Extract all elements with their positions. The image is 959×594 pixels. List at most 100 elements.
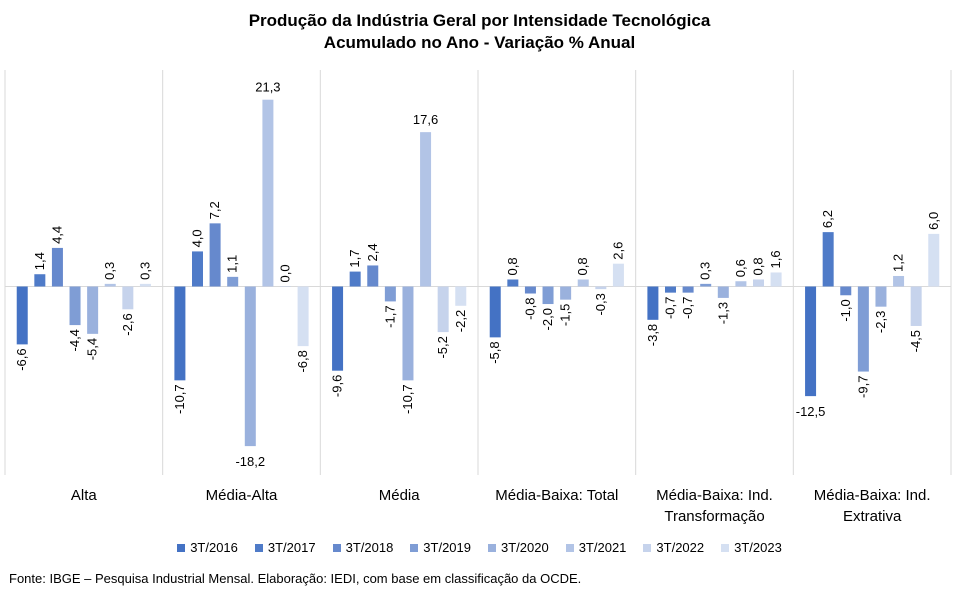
data-label: 0,3 [137,262,152,280]
data-label: 1,2 [891,254,906,272]
data-label: -1,3 [715,302,730,324]
bar [122,286,134,310]
bar [700,283,712,287]
data-label: -2,2 [453,310,468,332]
bar [104,283,116,287]
data-label: 0,8 [505,257,520,275]
data-label: 4,4 [49,226,64,244]
bar [192,251,203,287]
data-label: -2,3 [873,311,888,333]
legend-swatch [565,543,574,552]
data-label: -5,8 [487,341,502,363]
data-label: 1,4 [32,252,47,270]
data-label: -9,7 [855,376,870,398]
data-label: 2,4 [365,243,380,261]
bar [455,286,467,306]
bar [244,286,256,447]
data-label: -4,4 [67,329,82,351]
legend: 3T/2016 3T/2017 3T/2018 3T/2019 3T/2020 3T/20… [0,540,959,555]
data-label: -1,7 [382,305,397,327]
data-label: -1,0 [838,299,853,321]
bar [489,286,501,338]
bar [87,286,99,334]
legend-label: 3T/2021 [578,540,627,555]
data-label: -10,7 [400,384,415,414]
bar [524,286,536,294]
legend-swatch [721,543,730,552]
data-label: 21,3 [255,80,280,95]
category-label: Transformação [664,508,764,525]
category-label: Média-Baixa: Ind. [656,487,773,504]
bar-chart: -6,6 -10,7 -9,6 -5,8 -3,8 -12,5 1,4 4,0 1,7 0,8 -0… [4,70,952,525]
legend-swatch [254,543,263,552]
bar [612,263,624,287]
legend-swatch [643,543,652,552]
bar [297,286,309,347]
bar [262,99,274,287]
legend-item: 3T/2016 [177,540,238,555]
category-label: Média-Baixa: Total [495,487,618,504]
legend-label: 3T/2017 [267,540,316,555]
bar [507,279,519,287]
bar [753,279,764,287]
bar [280,286,291,287]
data-label: -5,4 [85,338,100,360]
data-label: -10,7 [172,384,187,414]
bar [875,286,887,307]
legend-item: 3T/2020 [488,540,549,555]
bar [595,286,607,290]
data-label: -0,7 [663,297,678,319]
bar [174,286,186,381]
legend-swatch [410,543,419,552]
data-label: -9,6 [330,375,345,397]
bar [840,286,852,296]
data-label: -18,2 [235,454,265,469]
legend-label: 3T/2022 [656,540,705,555]
category-label: Média [379,487,421,504]
chart-title-block: Produção da Indústria Geral por Intensid… [0,10,959,54]
bar [34,274,46,287]
source-note: Fonte: IBGE – Pesquisa Industrial Mensal… [9,571,582,586]
data-label: 6,2 [820,210,835,228]
bar [857,286,869,372]
data-label: -6,8 [295,350,310,372]
data-label: -1,5 [558,304,573,326]
legend-label: 3T/2019 [423,540,471,555]
data-label: 0,3 [102,262,117,280]
bar [349,271,361,287]
bar [682,286,694,293]
bar [735,281,747,287]
data-label: -5,2 [435,336,450,358]
bar [928,233,940,287]
data-label: 0,6 [733,259,748,277]
bar [209,223,221,287]
bar [893,275,905,287]
legend-label: 3T/2020 [501,540,549,555]
data-label: -6,6 [14,348,29,370]
bar [384,286,396,302]
legend-item: 3T/2021 [565,540,627,555]
bar [227,276,239,287]
bar [770,272,782,287]
legend-item: 3T/2017 [254,540,316,555]
category-label: Alta [71,487,98,504]
data-label: 0,8 [575,257,590,275]
category-label: Média-Alta [206,487,278,504]
legend-item: 3T/2023 [721,540,782,555]
data-label: 0,8 [751,257,766,275]
data-label: -0,3 [593,293,608,315]
data-label: 6,0 [926,212,941,230]
data-label: -12,5 [796,404,826,419]
data-label: -2,6 [120,313,135,335]
bar [665,286,676,293]
data-label: -0,7 [680,297,695,319]
data-label: 7,2 [207,201,222,219]
data-label: -4,5 [908,330,923,352]
bar [717,286,729,298]
data-label: 0,3 [698,262,713,280]
data-label: 0,0 [278,264,293,282]
data-label: 1,6 [768,250,783,268]
bar [420,132,432,287]
legend-item: 3T/2018 [332,540,393,555]
bar [332,286,344,371]
